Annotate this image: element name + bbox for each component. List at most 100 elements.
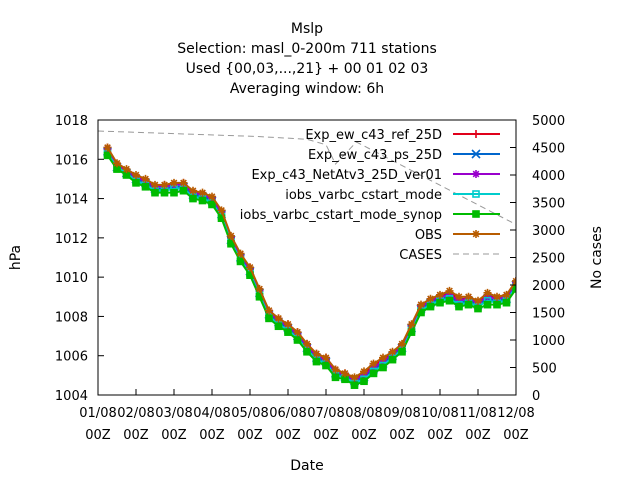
y-tick-label: 1006 <box>55 350 88 365</box>
data-point <box>236 249 245 258</box>
data-point <box>398 347 406 356</box>
title-line: Mslp <box>291 21 323 37</box>
data-point <box>113 159 121 168</box>
x-tick-date: 12/08 <box>497 406 534 421</box>
data-point <box>322 361 330 370</box>
data-point <box>265 306 273 315</box>
chart-title: Mslp Selection: masl_0-200m 711 stations U… <box>177 21 437 97</box>
data-point <box>160 180 169 189</box>
data-point <box>512 285 516 293</box>
y-axis: 1004 1006 1008 1010 1012 1014 1016 1018 <box>55 114 104 404</box>
data-point <box>151 188 159 197</box>
x-tick-date: 11/08 <box>459 406 496 421</box>
data-point <box>189 186 197 195</box>
y2-tick-label: 500 <box>532 362 557 377</box>
data-point <box>284 328 292 336</box>
data-point <box>502 290 511 299</box>
data-point <box>255 284 264 293</box>
series-line <box>98 130 516 225</box>
legend-label: OBS <box>415 228 442 243</box>
y2-tick-label: 5000 <box>532 114 565 129</box>
series-5 <box>103 143 516 382</box>
data-point <box>189 194 197 203</box>
y-tick-label: 1018 <box>55 114 88 129</box>
x-tick-hour: 00Z <box>161 428 187 443</box>
x-tick-hour: 00Z <box>503 428 529 443</box>
data-point <box>322 353 330 362</box>
data-point <box>141 182 150 191</box>
data-point <box>502 298 511 307</box>
data-point <box>464 300 473 309</box>
data-point <box>160 188 169 197</box>
x-tick-hour: 00Z <box>427 428 453 443</box>
x-tick-date: 02/08 <box>117 406 154 421</box>
data-point <box>472 230 480 238</box>
data-point <box>445 296 454 305</box>
data-point <box>398 339 406 348</box>
data-point <box>471 149 481 159</box>
y2-tick-label: 4000 <box>532 169 565 184</box>
data-point <box>360 367 368 376</box>
x-tick-hour: 00Z <box>313 428 339 443</box>
x-tick-date: 10/08 <box>421 406 458 421</box>
title-line: Used {00,03,...,21} + 00 01 02 03 <box>186 61 429 77</box>
legend-label: Exp_ew_c43_ps_25D <box>308 148 442 163</box>
y-tick-label: 1004 <box>55 389 88 404</box>
data-point <box>274 314 283 323</box>
data-point <box>198 188 207 197</box>
y2-tick-label: 3500 <box>532 197 565 212</box>
data-point <box>388 347 397 356</box>
data-point <box>265 314 273 323</box>
data-point <box>312 357 321 366</box>
legend: Exp_ew_c43_ref_25D Exp_ew_c43_ps_25D Exp_c… <box>240 128 500 263</box>
y-tick-label: 1016 <box>55 153 88 168</box>
data-point <box>312 349 321 358</box>
x-tick-date: 04/08 <box>193 406 230 421</box>
x-tick-date: 05/08 <box>231 406 268 421</box>
data-point <box>274 322 283 331</box>
x-tick-hour: 00Z <box>237 428 263 443</box>
data-point <box>103 143 112 152</box>
data-point <box>284 320 292 329</box>
data-point <box>122 165 131 174</box>
series-6 <box>98 130 516 225</box>
data-point <box>103 151 112 160</box>
data-point <box>369 359 378 368</box>
data-point <box>151 180 159 189</box>
data-point <box>227 239 235 248</box>
data-point <box>293 328 302 337</box>
y2-tick-label: 4500 <box>532 142 565 157</box>
data-point <box>170 188 178 197</box>
y2-axis-label: No cases <box>589 226 605 289</box>
data-point <box>303 347 311 356</box>
data-point <box>493 300 501 309</box>
series-group <box>98 130 516 389</box>
data-point <box>455 292 463 301</box>
x-tick-date: 08/08 <box>345 406 382 421</box>
data-point <box>426 302 435 311</box>
data-point <box>369 369 378 378</box>
x-tick-date: 01/08 <box>79 406 116 421</box>
legend-label: Exp_ew_c43_ref_25D <box>305 128 442 143</box>
y-tick-label: 1010 <box>55 271 88 286</box>
data-point <box>132 179 140 187</box>
data-point <box>331 373 340 382</box>
x-tick-hour: 00Z <box>465 428 491 443</box>
y2-tick-label: 1000 <box>532 334 565 349</box>
legend-label: CASES <box>399 248 442 263</box>
data-point <box>472 130 480 138</box>
data-point <box>483 300 492 309</box>
y-axis-label: hPa <box>8 245 24 270</box>
data-point <box>472 170 480 178</box>
data-point <box>132 171 140 179</box>
data-point <box>236 257 245 266</box>
x-tick-date: 07/08 <box>307 406 344 421</box>
x-tick-date: 03/08 <box>155 406 192 421</box>
data-point <box>208 192 216 201</box>
data-point <box>474 304 482 313</box>
data-point <box>483 288 492 297</box>
data-point <box>208 200 216 209</box>
data-point <box>198 196 207 205</box>
x-tick-hour: 00Z <box>351 428 377 443</box>
